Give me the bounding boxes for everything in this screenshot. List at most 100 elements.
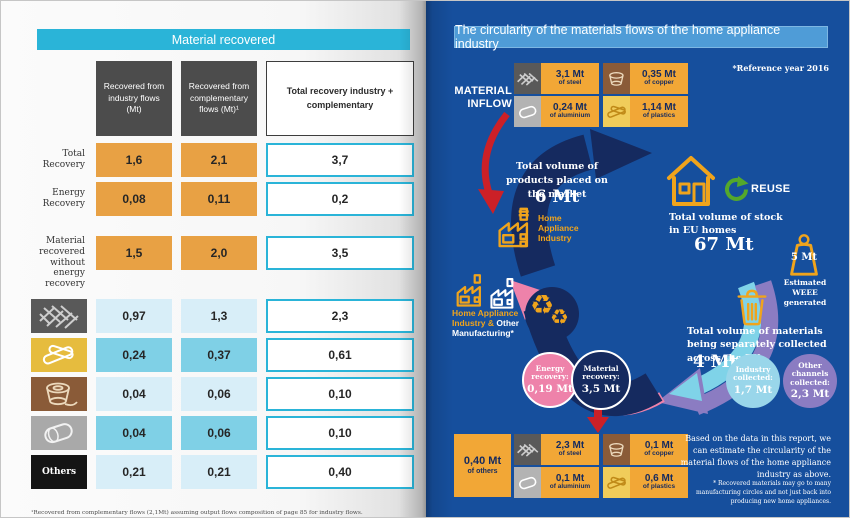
weee-weight-value: 5 Mt (790, 252, 818, 263)
cell-value: 0,21 (181, 454, 257, 489)
industry-collected-circle: Industry collected: 1,7 Mt (726, 354, 780, 408)
badge-value: 0,24 Mt (553, 101, 587, 113)
badge-value: 0,6 Mt (644, 472, 674, 484)
badge-material: of aluminium (549, 112, 591, 120)
cell-total: 0,10 (266, 415, 414, 450)
badge-material: of copper (644, 450, 674, 458)
table-row-steel: 0,97 1,3 2,3 (31, 298, 415, 333)
cell-value: 0,11 (181, 182, 257, 216)
outflow-badge-aluminium: 0,1 Mt of aluminium (514, 467, 599, 498)
aluminium-icon (31, 415, 87, 450)
recycle-icon: ♻ (550, 305, 569, 329)
weight-icon (784, 232, 824, 283)
cell-value: 0,24 (96, 337, 172, 372)
other-channels-label: Other channels collected: (790, 360, 830, 387)
plastics-icon (603, 467, 630, 498)
energy-recovery-value: 0,19 Mt (527, 382, 573, 395)
badge-material: of aluminium (549, 483, 591, 491)
badge-value: 0,1 Mt (555, 472, 585, 484)
table-row: Material recovered without energy recove… (31, 236, 415, 290)
flow-arrows (478, 111, 779, 433)
recycle-icon: ♻ (530, 290, 555, 321)
cell-value: 0,37 (181, 337, 257, 372)
manufacturing-label: Home Appliance Industry & Other Manufact… (452, 308, 530, 338)
cell-total: 0,10 (266, 376, 414, 411)
separately-collected-text: Total volume of materials being separate… (687, 326, 827, 364)
manufacturing-label-line2a: Industry & (452, 317, 497, 328)
material-recovery-circle: Material recovery: 3,5 Mt (571, 350, 631, 410)
industry-collected-label: Industry collected: (733, 365, 773, 383)
badge-material: of steel (558, 79, 582, 87)
table-row-others: Others 0,21 0,21 0,40 (31, 454, 415, 489)
outflow-badge-copper: 0,1 Mt of copper (603, 434, 688, 465)
cell-value: 0,04 (96, 415, 172, 450)
copper-icon (603, 434, 630, 465)
table-row-copper: 0,04 0,06 0,10 (31, 376, 415, 411)
badge-value: 2,3 Mt (555, 439, 585, 451)
inflow-badge-aluminium: 0,24 Mt of aluminium (514, 96, 599, 127)
other-channels-circle: Other channels collected: 2,3 Mt (783, 354, 837, 408)
material-recovery-label: Material recovery: (582, 364, 620, 382)
material-inflow-label: MATERIAL INFLOW (454, 85, 512, 110)
table-row: Energy Recovery 0,08 0,11 0,2 (31, 182, 415, 216)
outflow-badge-others: 0,40 Mt of others (454, 434, 511, 497)
aluminium-icon (514, 96, 541, 127)
cell-total: 0,2 (266, 182, 414, 216)
badge-material: of steel (558, 450, 582, 458)
cell-value: 1,3 (181, 298, 257, 333)
left-page: Material recovered Recovered from indust… (1, 1, 426, 517)
cell-value: 2,1 (181, 143, 257, 177)
table-title-bar: Material recovered (37, 29, 410, 50)
inflow-badge-copper: 0,35 Mt of copper (603, 63, 688, 94)
products-market-text: Total volume of products placed on the m… (506, 161, 608, 200)
cell-value: 0,97 (96, 298, 172, 333)
factory-icon (454, 273, 488, 312)
plastics-icon (603, 96, 630, 127)
table-footnote: ¹Recovered from complementary flows (2,1… (31, 509, 363, 516)
row-label-energy-recovery: Energy Recovery (42, 188, 85, 209)
copper-icon (31, 376, 87, 411)
reference-year-note: *Reference year 2016 (732, 63, 829, 73)
table-row-aluminium: 0,04 0,06 0,10 (31, 415, 415, 450)
cell-value: 1,5 (96, 236, 172, 270)
cell-total: 0,40 (266, 454, 414, 489)
cell-total: 3,5 (266, 236, 414, 270)
row-label-total-recovery: Total Recovery (42, 149, 85, 170)
column-header-industry-flows: Recovered from industry flows (Mt) (96, 61, 172, 136)
energy-recovery-circle: Energy recovery: 0,19 Mt (522, 352, 578, 408)
energy-recovery-label: Energy recovery: (531, 364, 569, 382)
stock-eu-homes-text: Total volume of stock in EU homes (669, 212, 783, 236)
steel-icon (31, 298, 87, 333)
material-recovered-table: Recovered from industry flows (Mt) Recov… (31, 61, 415, 489)
steel-icon (514, 434, 541, 465)
copper-icon (603, 63, 630, 94)
badge-value: 3,1 Mt (555, 68, 585, 80)
outflow-badge-steel: 2,3 Mt of steel (514, 434, 599, 465)
material-recovery-value: 3,5 Mt (581, 382, 621, 395)
steel-icon (514, 63, 541, 94)
infographic-footnote: * Recovered materials may go to many man… (695, 480, 831, 505)
cell-value: 0,08 (96, 182, 172, 216)
badge-material: of copper (644, 79, 674, 87)
row-label-material-without-energy: Material recovered without energy recove… (39, 236, 85, 290)
conclusion-text: Based on the data in this report, we can… (680, 434, 831, 479)
column-header-total: Total recovery industry + complementary (266, 61, 414, 136)
manufacturing-label-line2b: Other (496, 317, 520, 328)
manufacturing-label-line1: Home Appliance (452, 308, 519, 318)
badge-material: of plastics (642, 112, 676, 120)
factory-icon (488, 277, 520, 314)
infographic-title-bar: The circularity of the materials flows o… (454, 23, 828, 51)
manufacturing-label-line3: Manufacturing* (452, 327, 514, 338)
badge-value: 0,35 Mt (642, 68, 676, 80)
stock-eu-homes-value: 67 Mt (694, 234, 754, 255)
cell-total: 3,7 (266, 143, 414, 177)
separately-collected-value: 4 Mt (693, 352, 738, 372)
products-market-value: 6 Mt (534, 187, 580, 207)
other-channels-value: 2,3 Mt (790, 388, 830, 401)
table-row: Total Recovery 1,6 2,1 3,7 (31, 143, 415, 177)
factory-icon (496, 206, 536, 253)
cell-value: 0,21 (96, 454, 172, 489)
inflow-badge-plastics: 1,14 Mt of plastics (603, 96, 688, 127)
cell-value: 0,04 (96, 376, 172, 411)
